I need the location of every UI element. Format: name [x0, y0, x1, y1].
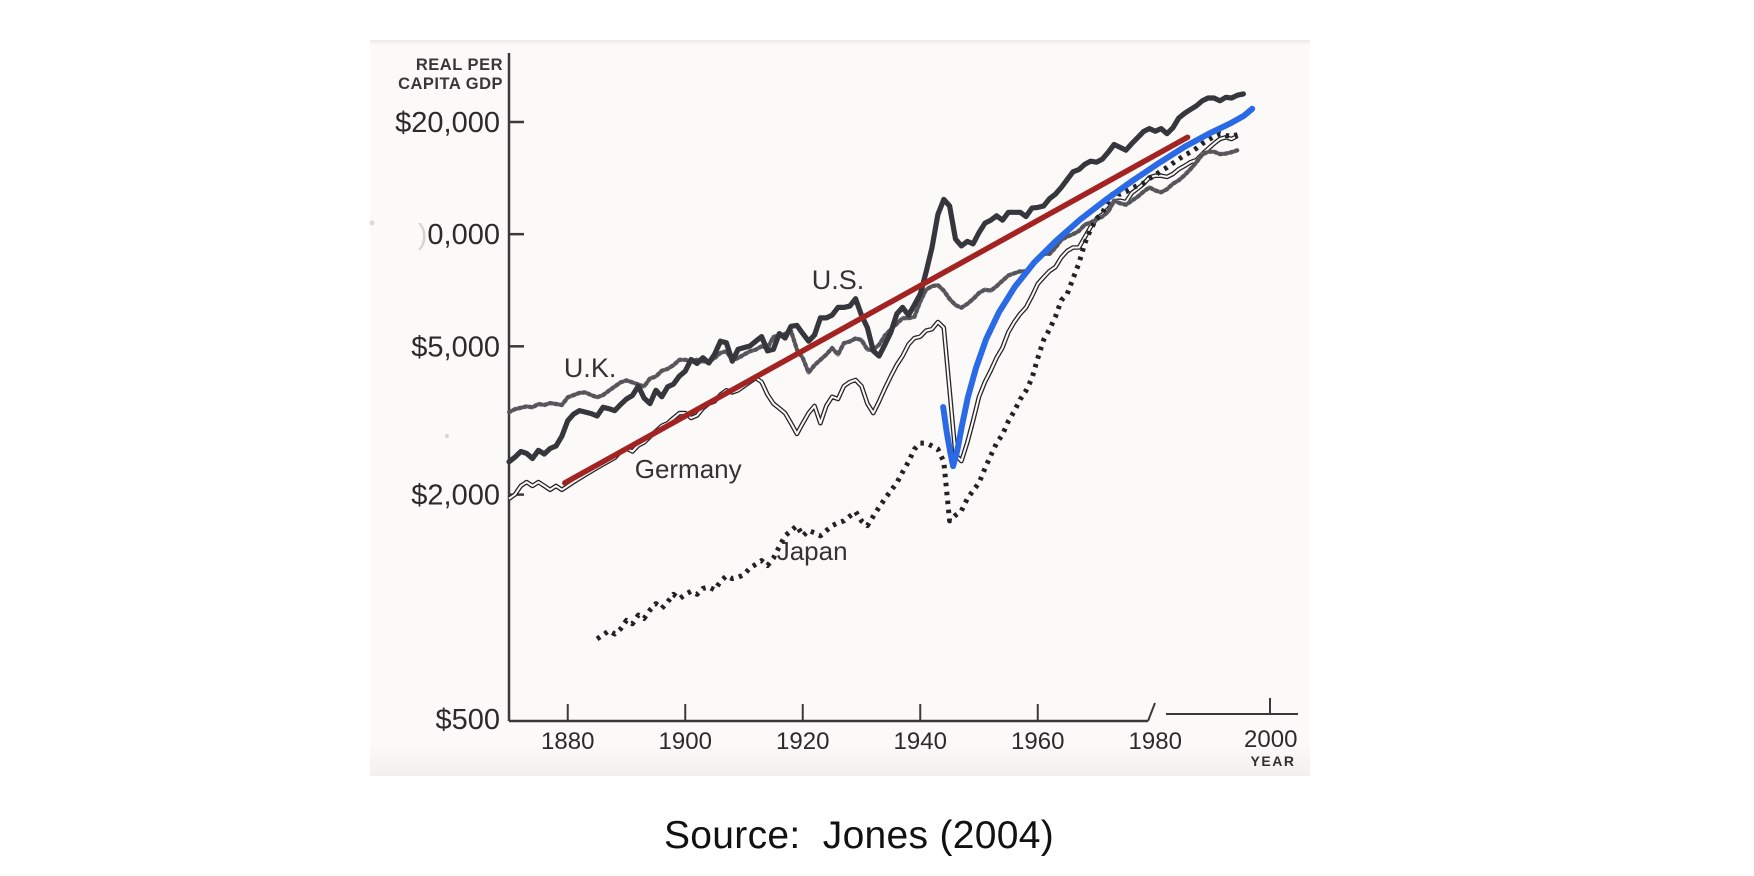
- x-tick-label: 2000: [1244, 726, 1297, 753]
- x-tick-label: 1880: [541, 728, 594, 755]
- uk-label: U.K.: [564, 353, 617, 383]
- scan-speck: [369, 220, 375, 226]
- japan-label: Japan: [777, 536, 848, 566]
- red-trend-line: [562, 134, 1191, 486]
- y-tick-label: $20,000: [395, 107, 500, 139]
- scan-speck: [445, 434, 449, 438]
- japan-gdp-line: [595, 131, 1239, 641]
- y-axis-title-line2: CAPITA GDP: [398, 75, 503, 93]
- blue-convergence-curve: [940, 105, 1256, 470]
- y-tick-label: $5,000: [411, 331, 500, 363]
- y-tick-label-smudged: )0,000: [418, 219, 500, 251]
- us-label: U.S.: [812, 265, 865, 295]
- x-tick-label: 1940: [894, 728, 947, 755]
- y-tick-label: $500: [435, 704, 500, 736]
- x-tick-label: 1980: [1129, 728, 1182, 755]
- y-tick-label: $2,000: [411, 480, 500, 512]
- germany-label: Germany: [635, 454, 742, 484]
- us-gdp-line: [506, 91, 1247, 465]
- source-caption: Source: Jones (2004): [663, 814, 1055, 857]
- x-tick-label: 1960: [1011, 728, 1064, 755]
- y-axis-title-line1: REAL PER: [416, 56, 503, 74]
- x-axis-end-hook: [1147, 702, 1156, 722]
- x-tick-label: 1920: [776, 728, 829, 755]
- x-axis-caption: YEAR: [1251, 753, 1296, 769]
- x-tick-label: 1900: [659, 728, 712, 755]
